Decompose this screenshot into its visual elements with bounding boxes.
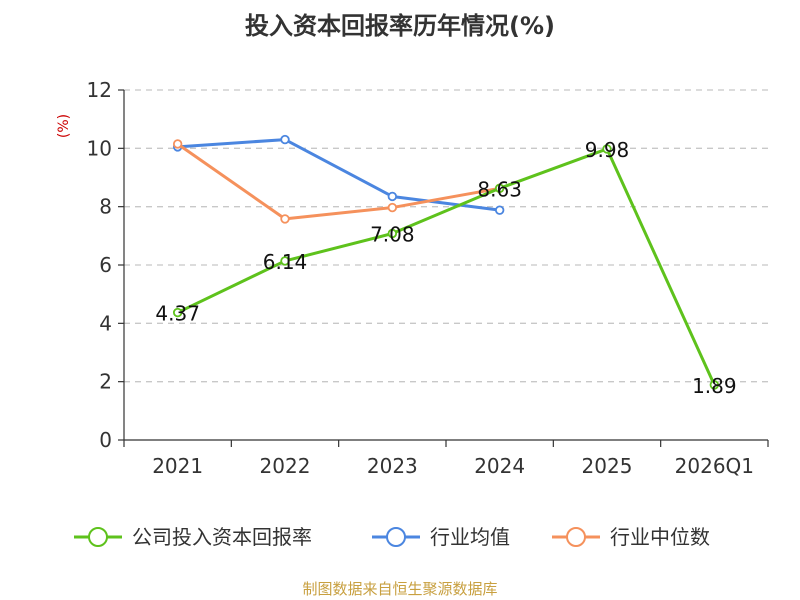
- data-point: [709, 380, 720, 390]
- legend: 公司投入资本回报率 行业均值 行业中位数: [74, 525, 710, 549]
- series-group: [172, 134, 720, 390]
- y-tick-label: 6: [99, 253, 112, 277]
- x-tick-label: 2023: [367, 454, 418, 478]
- data-label: 1.89: [692, 374, 737, 398]
- grid-lines: [124, 89, 768, 383]
- y-axis-label: (%): [56, 114, 72, 138]
- legend-marker: [386, 527, 406, 547]
- data-label: 7.08: [370, 223, 415, 247]
- data-point: [602, 144, 612, 154]
- y-tick-label: 0: [99, 428, 112, 452]
- data-point: [387, 228, 398, 239]
- data-label: 6.14: [263, 250, 308, 274]
- data-point: [387, 191, 398, 202]
- x-tick-label: 2025: [582, 454, 633, 478]
- y-tick-label: 8: [99, 195, 112, 219]
- x-tick-label: 2021: [152, 454, 203, 478]
- legend-marker: [566, 527, 586, 547]
- x-tick-label: 2026Q1: [675, 454, 754, 478]
- data-point: [494, 183, 505, 193]
- data-label: 4.37: [155, 302, 200, 326]
- x-tick-label: 2024: [474, 454, 525, 478]
- data-point: [280, 214, 290, 224]
- data-point: [172, 139, 183, 149]
- data-labels: 4.37 6.14 7.08 8.63 9.98 1.89: [155, 138, 736, 398]
- legend-label: 行业中位数: [610, 525, 710, 549]
- data-label: 9.98: [585, 138, 630, 162]
- legend-label: 行业均值: [430, 525, 510, 549]
- data-label: 8.63: [477, 177, 522, 201]
- source-note: 制图数据来自恒生聚源数据库: [302, 580, 497, 598]
- y-tick-label: 10: [87, 136, 112, 160]
- axes: 0 2 4 6 8 10 12 2021 2022 2023 2024 2025 2026Q1: [87, 78, 769, 478]
- series-line: [177, 147, 716, 386]
- series-line: [176, 142, 500, 221]
- legend-label: 公司投入资本回报率: [132, 525, 312, 549]
- data-point: [172, 307, 183, 318]
- y-tick-label: 12: [87, 78, 112, 102]
- y-tick-label: 4: [99, 311, 112, 335]
- chart-title: 投入资本回报率历年情况(%): [245, 12, 555, 40]
- series-line: [177, 138, 500, 212]
- data-point: [280, 256, 290, 266]
- data-point: [387, 202, 398, 213]
- x-tick-label: 2022: [260, 454, 311, 478]
- data-point: [494, 205, 505, 215]
- y-tick-label: 2: [99, 370, 112, 394]
- legend-marker: [88, 527, 108, 547]
- data-point: [280, 134, 290, 145]
